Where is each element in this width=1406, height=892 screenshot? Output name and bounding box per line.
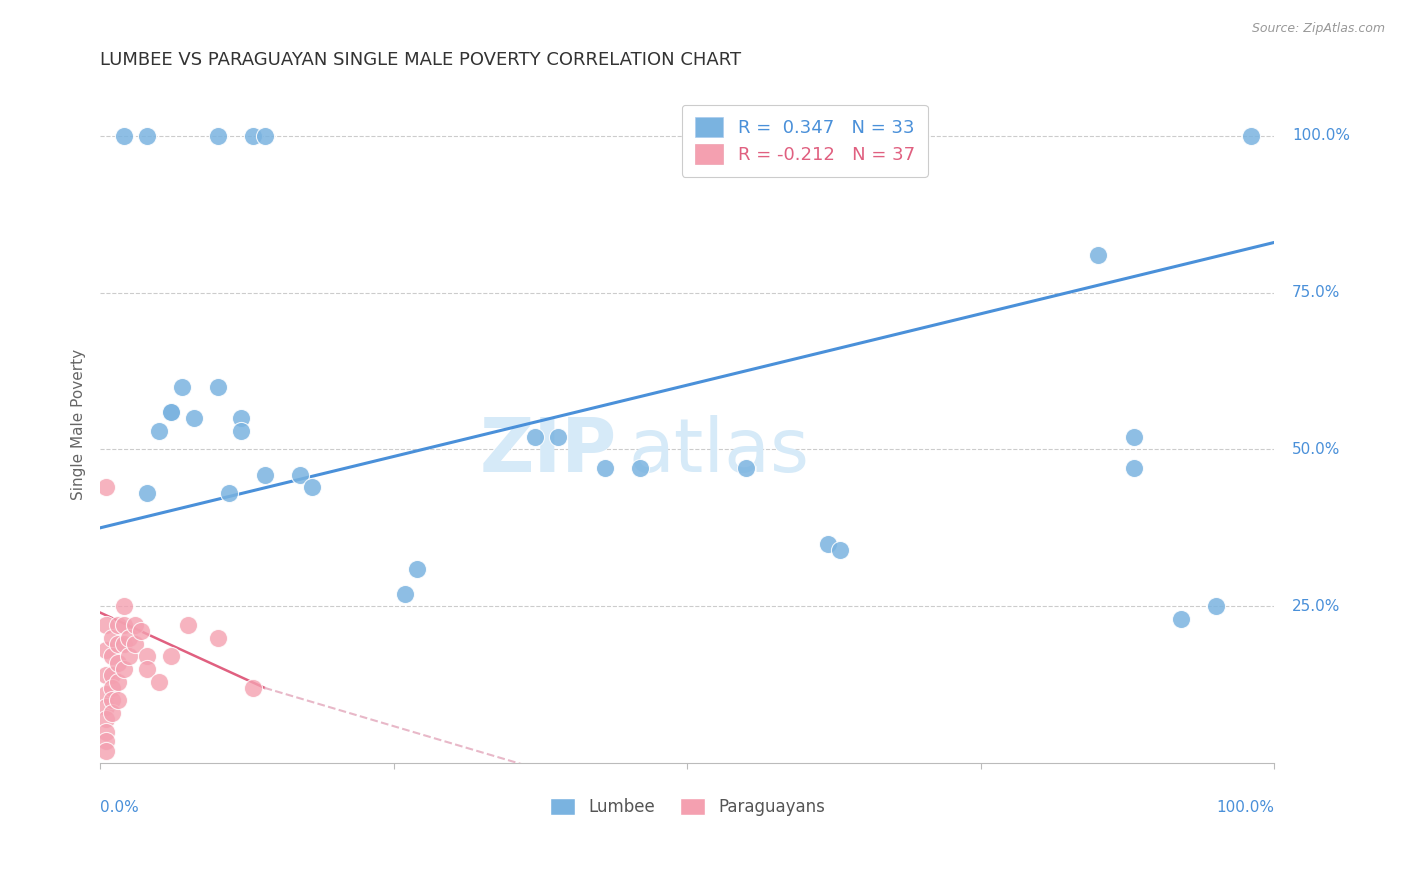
- Point: [628, 461, 651, 475]
- Point: [735, 461, 758, 475]
- Text: 100.0%: 100.0%: [1292, 128, 1350, 144]
- Point: [94, 724, 117, 739]
- Point: [118, 631, 141, 645]
- Point: [94, 480, 117, 494]
- Point: [107, 693, 129, 707]
- Legend: Lumbee, Paraguayans: Lumbee, Paraguayans: [543, 791, 831, 822]
- Y-axis label: Single Male Poverty: Single Male Poverty: [72, 349, 86, 500]
- Point: [118, 649, 141, 664]
- Point: [172, 379, 194, 393]
- Text: Source: ZipAtlas.com: Source: ZipAtlas.com: [1251, 22, 1385, 36]
- Point: [301, 480, 323, 494]
- Point: [107, 656, 129, 670]
- Point: [1122, 430, 1144, 444]
- Point: [124, 637, 146, 651]
- Point: [207, 128, 229, 143]
- Point: [288, 467, 311, 482]
- Point: [136, 649, 159, 664]
- Point: [1170, 612, 1192, 626]
- Point: [394, 587, 416, 601]
- Text: 100.0%: 100.0%: [1216, 800, 1274, 815]
- Point: [229, 411, 252, 425]
- Point: [817, 536, 839, 550]
- Point: [218, 486, 240, 500]
- Point: [112, 618, 135, 632]
- Point: [828, 542, 851, 557]
- Point: [101, 668, 124, 682]
- Point: [129, 624, 152, 639]
- Point: [406, 561, 429, 575]
- Point: [124, 618, 146, 632]
- Point: [112, 662, 135, 676]
- Point: [229, 424, 252, 438]
- Point: [253, 467, 276, 482]
- Point: [148, 424, 170, 438]
- Point: [94, 618, 117, 632]
- Point: [101, 631, 124, 645]
- Point: [107, 618, 129, 632]
- Point: [101, 693, 124, 707]
- Point: [136, 662, 159, 676]
- Point: [159, 405, 181, 419]
- Point: [94, 687, 117, 701]
- Point: [94, 668, 117, 682]
- Point: [94, 643, 117, 657]
- Point: [177, 618, 200, 632]
- Text: 50.0%: 50.0%: [1292, 442, 1340, 457]
- Point: [207, 379, 229, 393]
- Point: [523, 430, 546, 444]
- Point: [112, 637, 135, 651]
- Point: [253, 128, 276, 143]
- Text: atlas: atlas: [628, 415, 810, 488]
- Point: [242, 128, 264, 143]
- Point: [183, 411, 205, 425]
- Point: [1240, 128, 1263, 143]
- Point: [148, 674, 170, 689]
- Point: [207, 631, 229, 645]
- Text: 0.0%: 0.0%: [100, 800, 139, 815]
- Point: [94, 734, 117, 748]
- Point: [593, 461, 616, 475]
- Text: 25.0%: 25.0%: [1292, 599, 1340, 614]
- Point: [107, 674, 129, 689]
- Point: [94, 743, 117, 757]
- Point: [242, 681, 264, 695]
- Point: [1122, 461, 1144, 475]
- Point: [159, 405, 181, 419]
- Text: 75.0%: 75.0%: [1292, 285, 1340, 300]
- Point: [107, 637, 129, 651]
- Text: LUMBEE VS PARAGUAYAN SINGLE MALE POVERTY CORRELATION CHART: LUMBEE VS PARAGUAYAN SINGLE MALE POVERTY…: [100, 51, 741, 69]
- Point: [547, 430, 569, 444]
- Point: [112, 128, 135, 143]
- Text: ZIP: ZIP: [479, 415, 617, 488]
- Point: [1205, 599, 1227, 614]
- Point: [136, 486, 159, 500]
- Point: [112, 599, 135, 614]
- Point: [1087, 248, 1109, 262]
- Point: [94, 712, 117, 726]
- Point: [136, 128, 159, 143]
- Point: [101, 681, 124, 695]
- Point: [94, 699, 117, 714]
- Point: [101, 649, 124, 664]
- Point: [159, 649, 181, 664]
- Point: [101, 706, 124, 720]
